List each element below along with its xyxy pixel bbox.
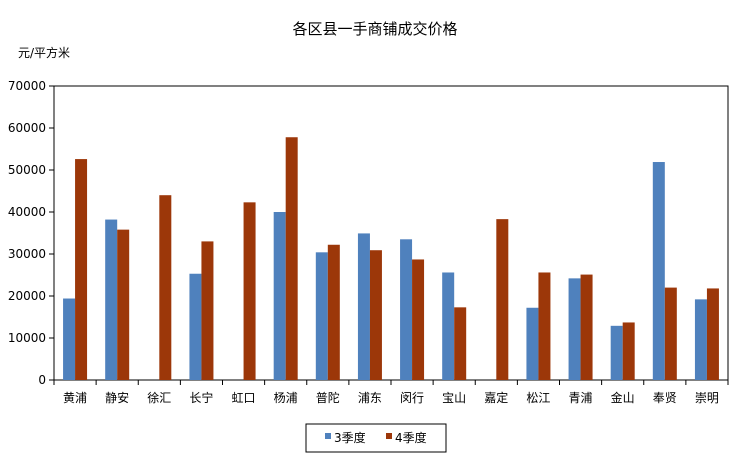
bar-s1-15 [694,299,707,380]
bar-s2-7 [369,250,382,380]
bar-s1-1 [105,219,118,380]
x-axis: 黄浦 静安 徐汇 长宁 虹口 杨浦 普陀 浦东 闵行 宝山 嘉定 松江 青浦 金山 奉贤 崇明 [53,380,729,405]
x-tick-label: 徐汇 [147,390,171,405]
bar-s2-11 [538,272,551,380]
bar-s2-3 [201,241,214,380]
bar-s1-7 [357,233,370,380]
chart-title: 各区县一手商铺成交价格 [292,20,457,38]
y-tick-label: 30000 [8,247,46,261]
x-tick-label: 宝山 [442,391,466,405]
bar-s2-4 [243,202,256,380]
bar-s2-8 [412,259,425,380]
y-tick-label: 10000 [8,331,46,345]
x-tick-label: 杨浦 [274,390,298,405]
y-tick-label: 40000 [8,205,46,219]
x-tick-label: 松江 [526,391,550,405]
x-tick-label: 闵行 [400,390,424,405]
bar-s1-5 [273,212,286,380]
bar-s1-13 [610,325,623,380]
bar-s1-3 [189,273,202,380]
bars [63,137,719,380]
x-tick-label: 长宁 [189,390,213,405]
y-axis: 0 10000 20000 30000 40000 50000 60000 70000 [8,79,54,387]
legend-label-q4: 4季度 [395,430,427,445]
y-tick-label: 70000 [8,79,46,93]
bar-s1-11 [526,307,539,380]
bar-s2-2 [159,195,172,380]
x-tick-label: 普陀 [316,390,340,405]
bar-s2-15 [706,288,719,380]
y-tick-label: 60000 [8,121,46,135]
x-tick-label: 崇明 [695,391,719,405]
bar-s2-9 [454,307,467,380]
x-tick-label: 黄浦 [63,391,87,405]
y-tick-label: 0 [38,373,46,387]
x-tick-label: 嘉定 [484,390,508,405]
bar-s2-10 [496,219,509,380]
bar-s1-0 [63,298,76,380]
legend-label-q3: 3季度 [334,430,366,445]
x-tick-label: 金山 [611,390,635,405]
bar-s1-6 [315,252,328,380]
bar-s2-13 [622,322,635,380]
x-tick-label: 虹口 [232,391,256,405]
legend: 3季度 4季度 [305,423,447,453]
legend-swatch-q3 [325,433,331,439]
y-tick-label: 20000 [8,289,46,303]
y-tick-label: 50000 [8,163,46,177]
x-tick-label: 静安 [105,390,129,405]
x-tick-label: 浦东 [358,391,382,405]
bar-s2-14 [664,287,677,380]
bar-s2-6 [327,244,340,380]
bar-s1-9 [442,272,455,380]
bar-s2-5 [285,137,298,380]
x-tick-label: 青浦 [569,391,593,405]
bar-s2-1 [117,229,130,380]
bar-s2-12 [580,274,593,380]
x-tick-label: 奉贤 [653,391,677,405]
bar-s1-8 [400,239,413,380]
bar-s1-14 [652,162,665,380]
y-axis-unit-label: 元/平方米 [18,45,70,60]
legend-swatch-q4 [386,433,392,439]
bar-s1-12 [568,278,581,380]
bar-s2-0 [75,159,88,380]
